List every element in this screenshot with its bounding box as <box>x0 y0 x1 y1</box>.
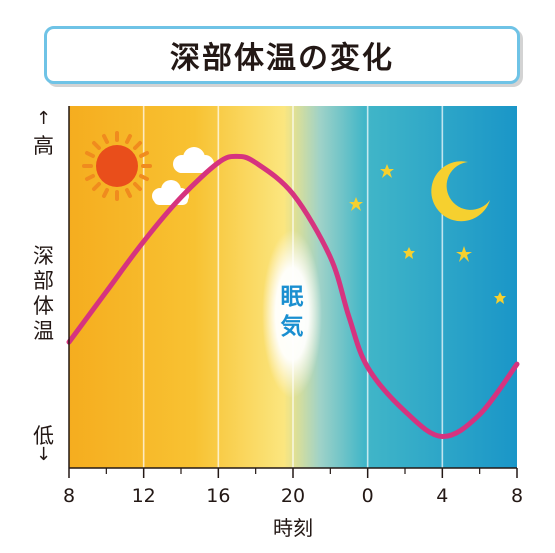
x-tick-label: 12 <box>132 485 156 507</box>
y-high-label: 高 <box>33 134 54 158</box>
moon-icon <box>431 161 490 222</box>
x-axis-label: 時刻 <box>273 516 313 540</box>
x-tick-label: 16 <box>206 485 230 507</box>
y-up-arrow: ↑ <box>36 108 52 129</box>
y-label-char-2: 部 <box>33 269 54 293</box>
title-box: 深部体温の変化 <box>44 26 520 84</box>
x-tick-label: 8 <box>63 485 75 507</box>
sleepiness-label-2: 気 <box>281 313 304 340</box>
x-tick-label: 4 <box>436 485 448 507</box>
y-label-char-4: 温 <box>33 319 54 343</box>
sun-icon <box>82 131 152 201</box>
x-tick-label: 0 <box>362 485 374 507</box>
chart-title: 深部体温の変化 <box>170 41 394 76</box>
star-icon <box>349 164 506 304</box>
x-tick-label: 20 <box>281 485 305 507</box>
y-label-char-3: 体 <box>33 294 54 318</box>
y-down-arrow: ↓ <box>36 444 52 465</box>
x-tick-label: 8 <box>511 485 523 507</box>
temperature-curve <box>66 153 520 439</box>
cloud-icon <box>173 147 214 173</box>
y-low-label: 低 <box>33 424 54 448</box>
sleepiness-label-1: 眠 <box>281 284 304 310</box>
sleep-glow <box>262 230 322 398</box>
y-label-char-1: 深 <box>33 244 54 268</box>
